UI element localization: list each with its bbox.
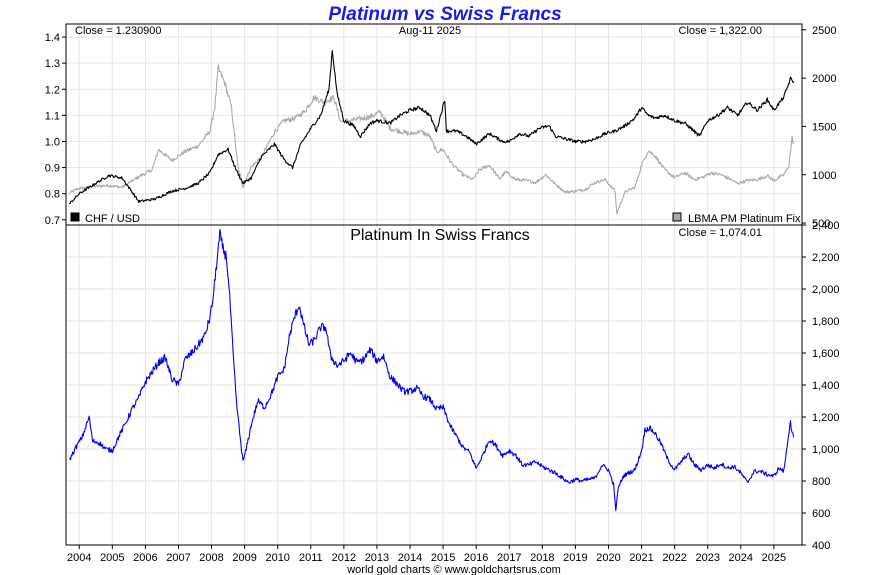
legend-chf-usd: CHF / USD bbox=[85, 213, 140, 225]
x-tick-label-2021: 2021 bbox=[629, 552, 653, 564]
x-tick-label-2010: 2010 bbox=[265, 552, 289, 564]
chf-usd-line bbox=[69, 50, 795, 205]
lower-panel-title: Platinum In Swiss Francs bbox=[350, 227, 530, 244]
axis-ticks: 2004 2005 2006 2007 2008 2009 2010 2011 2012 2013… bbox=[45, 25, 840, 564]
close-left-label: Close = 1.230900 bbox=[75, 25, 162, 37]
close-right-label: Close = 1,322.00 bbox=[679, 25, 762, 37]
legend-swatch-platinum bbox=[672, 212, 682, 222]
date-label: Aug-11 2025 bbox=[399, 25, 461, 37]
x-tick-label-2020: 2020 bbox=[596, 552, 620, 564]
x-tick-label-2006: 2006 bbox=[133, 552, 157, 564]
lower-close-label: Close = 1,074.01 bbox=[679, 227, 762, 239]
legend-platinum-fix: LBMA PM Platinum Fix bbox=[688, 213, 801, 225]
bottom-right-tick-label: 1,600 bbox=[812, 348, 840, 360]
platinum-chf-line bbox=[69, 229, 795, 512]
x-tick-label-2011: 2011 bbox=[299, 552, 323, 564]
lower-panel-frame bbox=[65, 224, 803, 546]
bottom-right-tick-label: 1,800 bbox=[812, 316, 840, 328]
top-left-tick-label: 0.9 bbox=[45, 163, 60, 175]
bottom-right-tick-label: 800 bbox=[812, 476, 830, 488]
top-left-tick-label: 1.1 bbox=[45, 110, 60, 122]
x-tick-label-2014: 2014 bbox=[398, 552, 422, 564]
series-lines bbox=[68, 50, 795, 512]
bottom-right-tick-label: 1,200 bbox=[812, 412, 840, 424]
x-tick-label-2012: 2012 bbox=[332, 552, 356, 564]
x-tick-label-2022: 2022 bbox=[662, 552, 686, 564]
bottom-right-tick-label: 1,400 bbox=[812, 380, 840, 392]
x-tick-label-2017: 2017 bbox=[497, 552, 521, 564]
top-left-tick-label: 0.7 bbox=[45, 215, 60, 227]
x-tick-label-2004: 2004 bbox=[67, 552, 91, 564]
x-tick-label-2009: 2009 bbox=[232, 552, 256, 564]
top-right-tick-label: 1000 bbox=[812, 170, 836, 182]
top-right-tick-label: 2500 bbox=[812, 25, 836, 37]
top-left-tick-label: 1.0 bbox=[45, 136, 60, 148]
bottom-right-tick-label: 2,000 bbox=[812, 284, 840, 296]
top-left-tick-label: 0.8 bbox=[45, 189, 60, 201]
grid-lines bbox=[66, 24, 802, 546]
x-tick-label-2007: 2007 bbox=[166, 552, 190, 564]
bottom-right-tick-label: 2,200 bbox=[812, 252, 840, 264]
top-left-tick-label: 1.2 bbox=[45, 84, 60, 96]
x-tick-label-2008: 2008 bbox=[199, 552, 223, 564]
bottom-right-tick-label: 600 bbox=[812, 508, 830, 520]
x-tick-label-2025: 2025 bbox=[762, 552, 786, 564]
x-tick-label-2016: 2016 bbox=[464, 552, 488, 564]
x-tick-label-2019: 2019 bbox=[563, 552, 587, 564]
footer-credit: world gold charts © www.goldchartsrus.co… bbox=[346, 564, 561, 575]
x-tick-label-2023: 2023 bbox=[695, 552, 719, 564]
top-left-tick-label: 1.4 bbox=[45, 32, 60, 44]
platinum-usd-line bbox=[68, 64, 795, 215]
x-tick-label-2015: 2015 bbox=[431, 552, 455, 564]
x-tick-label-2013: 2013 bbox=[365, 552, 389, 564]
bottom-right-tick-label: 2,400 bbox=[812, 220, 840, 232]
top-right-tick-label: 500 bbox=[812, 218, 830, 230]
chart-title: Platinum vs Swiss Francs bbox=[328, 4, 561, 25]
top-left-tick-label: 1.3 bbox=[45, 58, 60, 70]
x-tick-label-2018: 2018 bbox=[530, 552, 554, 564]
legend-swatch-chf bbox=[70, 212, 80, 222]
bottom-right-tick-label: 400 bbox=[812, 540, 830, 552]
x-tick-label-2024: 2024 bbox=[729, 552, 753, 564]
top-right-tick-label: 1500 bbox=[812, 121, 836, 133]
top-right-tick-label: 2000 bbox=[812, 73, 836, 85]
x-tick-label-2005: 2005 bbox=[100, 552, 124, 564]
bottom-right-tick-label: 1,000 bbox=[812, 444, 840, 456]
